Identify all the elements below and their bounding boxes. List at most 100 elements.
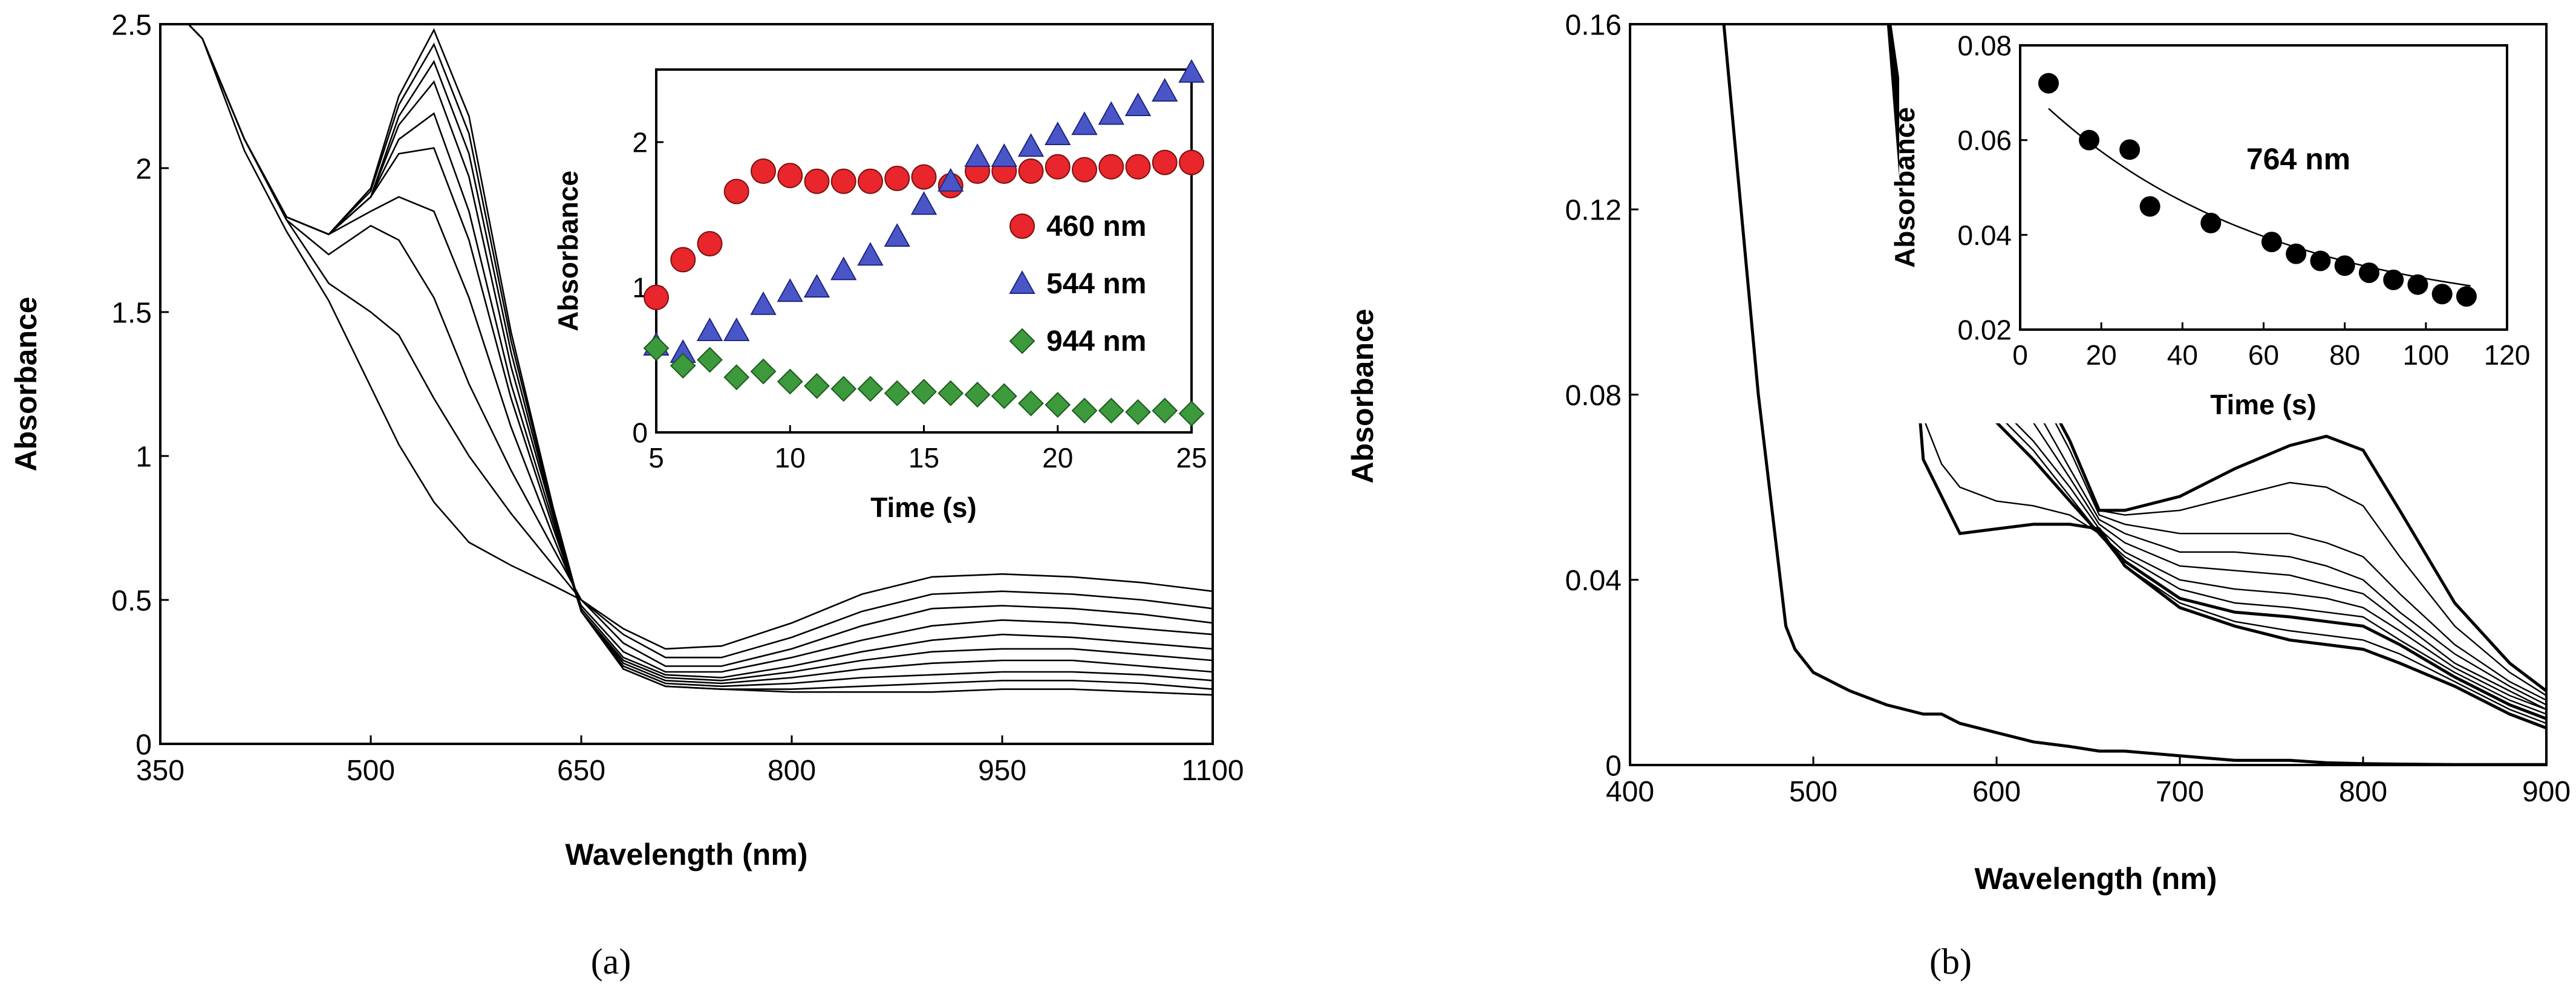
a-inset-point-460nm bbox=[911, 164, 937, 190]
a-inset-point-944nm bbox=[777, 368, 803, 395]
b-inset-x-tick-label: 120 bbox=[2484, 339, 2531, 371]
a-y-tick-label: 1.5 bbox=[111, 297, 152, 329]
b-x-tick-label: 700 bbox=[2156, 776, 2204, 808]
a-inset-point-544nm bbox=[1152, 77, 1178, 102]
b-spectrum-s10 bbox=[1886, 24, 2546, 730]
panel-b: 400 500 600 700 800 900 00.040.080.120.16 Wav… bbox=[1346, 9, 2571, 982]
panel-a: 350 500 650 800 950 1100 0 0.5 1 1.5 2 2.5 Wavelen… bbox=[9, 9, 1244, 982]
a-inset-point-944nm bbox=[937, 380, 964, 406]
a-inset-x-tick-label: 20 bbox=[1042, 442, 1073, 474]
b-inset-y-tick-label: 0.04 bbox=[1957, 220, 2012, 251]
b-inset-point bbox=[2038, 73, 2059, 94]
a-spectrum-t3 bbox=[187, 24, 1213, 667]
a-inset-point-460nm bbox=[804, 168, 830, 194]
a-inset-y-ticks: 012 bbox=[632, 127, 664, 449]
a-inset-point-544nm bbox=[1071, 111, 1098, 135]
a-inset-point-944nm bbox=[670, 353, 696, 379]
a-inset-x-tick-label: 5 bbox=[648, 442, 664, 474]
b-inset-point bbox=[2200, 212, 2222, 233]
a-inset-point-944nm bbox=[643, 335, 670, 362]
b-inset-point bbox=[2383, 269, 2404, 290]
b-inset-y-tick-label: 0.02 bbox=[1957, 314, 2012, 346]
a-y-ticks: 0 0.5 1 1.5 2 2.5 bbox=[111, 9, 169, 761]
a-x-tick-label: 800 bbox=[768, 755, 816, 787]
b-inset-point bbox=[2334, 255, 2355, 276]
b-x-tick-label: 900 bbox=[2522, 776, 2571, 808]
a-inset-point-460nm bbox=[1152, 149, 1178, 175]
b-inset-point bbox=[2079, 129, 2100, 151]
a-y-axis-label: Absorbance bbox=[9, 297, 43, 472]
a-inset-point-944nm bbox=[911, 379, 937, 405]
a-inset-point-544nm bbox=[1045, 121, 1071, 145]
a-inset-y-tick-label: 0 bbox=[632, 417, 648, 449]
a-inset-y-tick-label: 2 bbox=[632, 127, 648, 158]
a-inset-point-544nm bbox=[1017, 133, 1045, 157]
a-inset-point-944nm bbox=[1098, 397, 1124, 424]
a-spectra-lines bbox=[187, 24, 1213, 696]
a-inset-point-544nm bbox=[803, 273, 830, 298]
a-inset-y-label: Absorbance bbox=[552, 171, 584, 331]
b-inset-y-ticks: 0.02 0.04 0.06 0.08 bbox=[1957, 30, 2027, 346]
a-x-tick-label: 350 bbox=[136, 755, 184, 787]
b-inset-x-tick-label: 40 bbox=[2167, 339, 2198, 371]
a-x-axis-label: Wavelength (nm) bbox=[566, 838, 808, 871]
b-inset-y-tick-label: 0.06 bbox=[1957, 125, 2012, 156]
b-inset-background bbox=[1899, 36, 2540, 423]
a-inset-x-tick-label: 15 bbox=[908, 442, 939, 474]
a-inset-point-544nm bbox=[777, 278, 803, 302]
b-spectrum-baseline bbox=[1722, 24, 2546, 765]
a-inset-point-544nm bbox=[750, 291, 777, 315]
a-inset-point-544nm bbox=[884, 223, 910, 247]
a-inset-point-460nm bbox=[723, 178, 749, 204]
a-inset-legend-marker bbox=[1009, 270, 1035, 294]
b-x-ticks: 400 500 600 700 800 900 bbox=[1606, 757, 2571, 808]
b-inset-points bbox=[2038, 73, 2477, 307]
a-inset-point-460nm bbox=[858, 168, 883, 194]
a-inset-x-ticks: 5 10 15 20 25 bbox=[648, 425, 1207, 474]
b-inset: 0 20 40 60 80 100 120 0.020.040.060.08 764 nm … bbox=[1889, 30, 2540, 423]
a-inset-points bbox=[643, 59, 1205, 427]
a-inset-point-944nm bbox=[1125, 399, 1151, 425]
a-x-tick-label: 500 bbox=[347, 755, 395, 787]
b-inset-point bbox=[2456, 286, 2477, 307]
a-inset-point-460nm bbox=[777, 163, 803, 189]
b-y-ticks: 0 0.04 0.08 0.12 0.16 bbox=[1565, 9, 1639, 782]
a-inset-point-460nm bbox=[697, 231, 723, 256]
a-inset-point-944nm bbox=[1045, 391, 1071, 418]
a-inset-point-944nm bbox=[750, 358, 777, 385]
b-inset-point bbox=[2358, 262, 2379, 283]
a-inset-point-460nm bbox=[751, 158, 776, 184]
a-inset-point-460nm bbox=[670, 247, 696, 273]
b-inset-point bbox=[2407, 274, 2428, 295]
a-inset-point-460nm bbox=[644, 284, 669, 310]
a-inset-point-944nm bbox=[697, 347, 723, 373]
b-inset-point bbox=[2261, 232, 2282, 253]
b-inset-point bbox=[2139, 196, 2160, 217]
a-inset-point-544nm bbox=[964, 143, 991, 167]
a-plot-frame bbox=[159, 23, 1214, 745]
a-inset-x-tick-label: 10 bbox=[775, 442, 806, 474]
a-x-tick-label: 950 bbox=[978, 755, 1026, 787]
b-inset-y-tick-label: 0.08 bbox=[1957, 30, 2012, 62]
b-inset-annotation: 764 nm bbox=[2246, 142, 2350, 176]
b-y-tick-label: 0.16 bbox=[1565, 9, 1622, 41]
a-inset-point-460nm bbox=[1179, 149, 1204, 175]
a-inset-point-944nm bbox=[964, 382, 991, 408]
a-inset-x-label: Time (s) bbox=[870, 492, 977, 523]
panel-label-b: (b) bbox=[1929, 942, 1972, 982]
a-y-tick-label: 0.5 bbox=[111, 585, 152, 617]
a-inset-point-460nm bbox=[1098, 154, 1124, 180]
a-inset-legend-label: 460 nm bbox=[1046, 210, 1146, 243]
a-inset-point-944nm bbox=[991, 383, 1017, 409]
a-inset-point-944nm bbox=[830, 376, 857, 402]
a-x-tick-label: 1100 bbox=[1181, 755, 1244, 787]
a-inset-point-944nm bbox=[857, 376, 884, 402]
a-inset-point-460nm bbox=[1045, 154, 1071, 180]
a-y-tick-label: 2 bbox=[135, 153, 152, 185]
b-x-tick-label: 400 bbox=[1606, 776, 1654, 808]
b-inset-x-tick-label: 0 bbox=[2012, 339, 2028, 371]
a-inset-point-460nm bbox=[884, 166, 910, 191]
b-inset-point bbox=[2286, 243, 2307, 264]
